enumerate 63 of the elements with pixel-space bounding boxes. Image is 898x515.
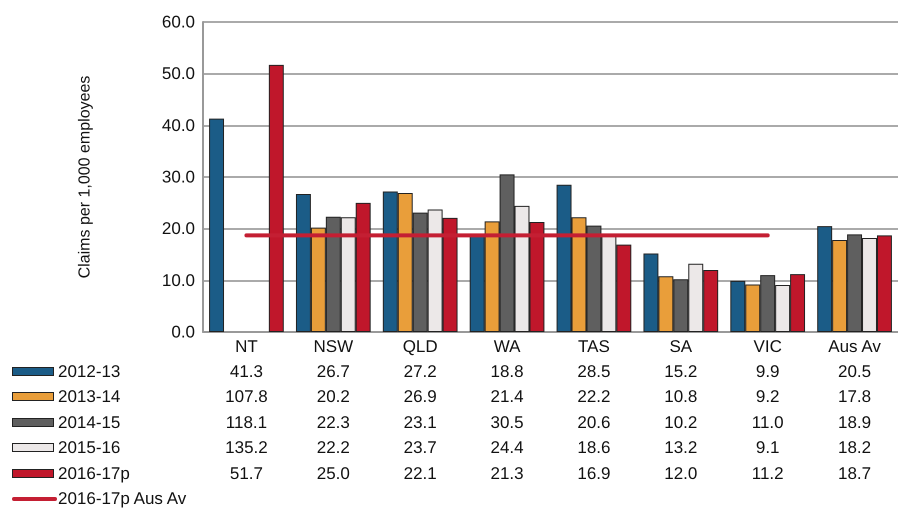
data-label: 26.9	[402, 387, 438, 408]
x-tick-label: QLD	[402, 337, 438, 356]
data-label: 18.9	[837, 412, 872, 433]
data-label: 12.0	[663, 464, 698, 484]
data-label: 30.5	[490, 412, 525, 433]
data-label: 10.8	[663, 387, 698, 408]
legend-label: 2013-14	[58, 387, 120, 408]
data-label: 10.2	[663, 412, 698, 433]
data-label: 18.7	[837, 464, 872, 484]
data-label: 28.5	[576, 362, 612, 382]
x-tick-label: Aus Av	[828, 337, 882, 356]
y-axis-title: Claims per 1,000 employees	[76, 76, 94, 278]
x-tick-label: SA	[669, 337, 693, 356]
text: 135.2	[225, 438, 268, 458]
data-label: 22.2	[576, 387, 612, 408]
data-label: 41.3	[228, 362, 264, 382]
data-label: 18.2	[837, 438, 872, 458]
data-label: 15.2	[663, 362, 698, 382]
text: 118.1	[226, 412, 268, 432]
data-label: 23.1	[402, 412, 438, 433]
data-label: 22.2	[316, 438, 351, 458]
data-label: 20.5	[837, 362, 872, 382]
data-label: 20.2	[316, 387, 351, 408]
data-label: 18.6	[576, 438, 612, 458]
data-label: 13.2	[663, 438, 698, 458]
data-label: 9.1	[754, 438, 780, 458]
data-label: 18.8	[490, 362, 525, 382]
data-label: 16.9	[576, 464, 612, 484]
y-tick-label: 0.0	[171, 322, 195, 342]
bar	[209, 118, 224, 332]
legend-label: 2016-17p	[58, 464, 130, 484]
legend-label: 2014-15	[58, 412, 120, 433]
data-label: 9.2	[754, 387, 780, 408]
x-tick-label: VIC	[754, 337, 782, 356]
y-tick-label: 50.0	[162, 64, 195, 84]
y-tick-label: 60.0	[162, 12, 195, 32]
data-label: 25.0	[316, 464, 351, 484]
data-label: 11.2	[750, 464, 785, 484]
y-tick-label: 10.0	[162, 270, 195, 290]
data-label: 24.4	[490, 438, 525, 458]
text: 107.8	[225, 387, 268, 406]
data-label: 22.3	[316, 412, 351, 433]
data-label: 17.8	[837, 387, 872, 408]
legend-label: 2015-16	[58, 438, 120, 458]
x-tick-label: NSW	[313, 337, 354, 356]
data-label: 9.9	[754, 362, 780, 382]
y-tick-label: 30.0	[162, 168, 195, 186]
x-tick-label: NT	[235, 337, 258, 356]
data-label: 22.1	[402, 464, 438, 484]
data-label: 27.2	[402, 362, 438, 382]
y-tick-label: 40.0	[162, 116, 195, 135]
legend-label: 2016-17p Aus Av	[58, 489, 186, 509]
data-label: 23.7	[402, 438, 438, 458]
data-label: 21.4	[490, 387, 525, 408]
data-label: 20.6	[576, 412, 612, 433]
data-label: 21.3	[490, 464, 525, 484]
data-label: 51.7	[228, 464, 264, 484]
data-label: 11.0	[750, 412, 785, 433]
legend-label: 2012-13	[58, 362, 120, 382]
x-tick-label: TAS	[578, 337, 610, 356]
x-tick-label: WA	[494, 337, 522, 356]
data-label: 26.7	[316, 362, 351, 382]
y-tick-label: 20.0	[162, 219, 195, 238]
